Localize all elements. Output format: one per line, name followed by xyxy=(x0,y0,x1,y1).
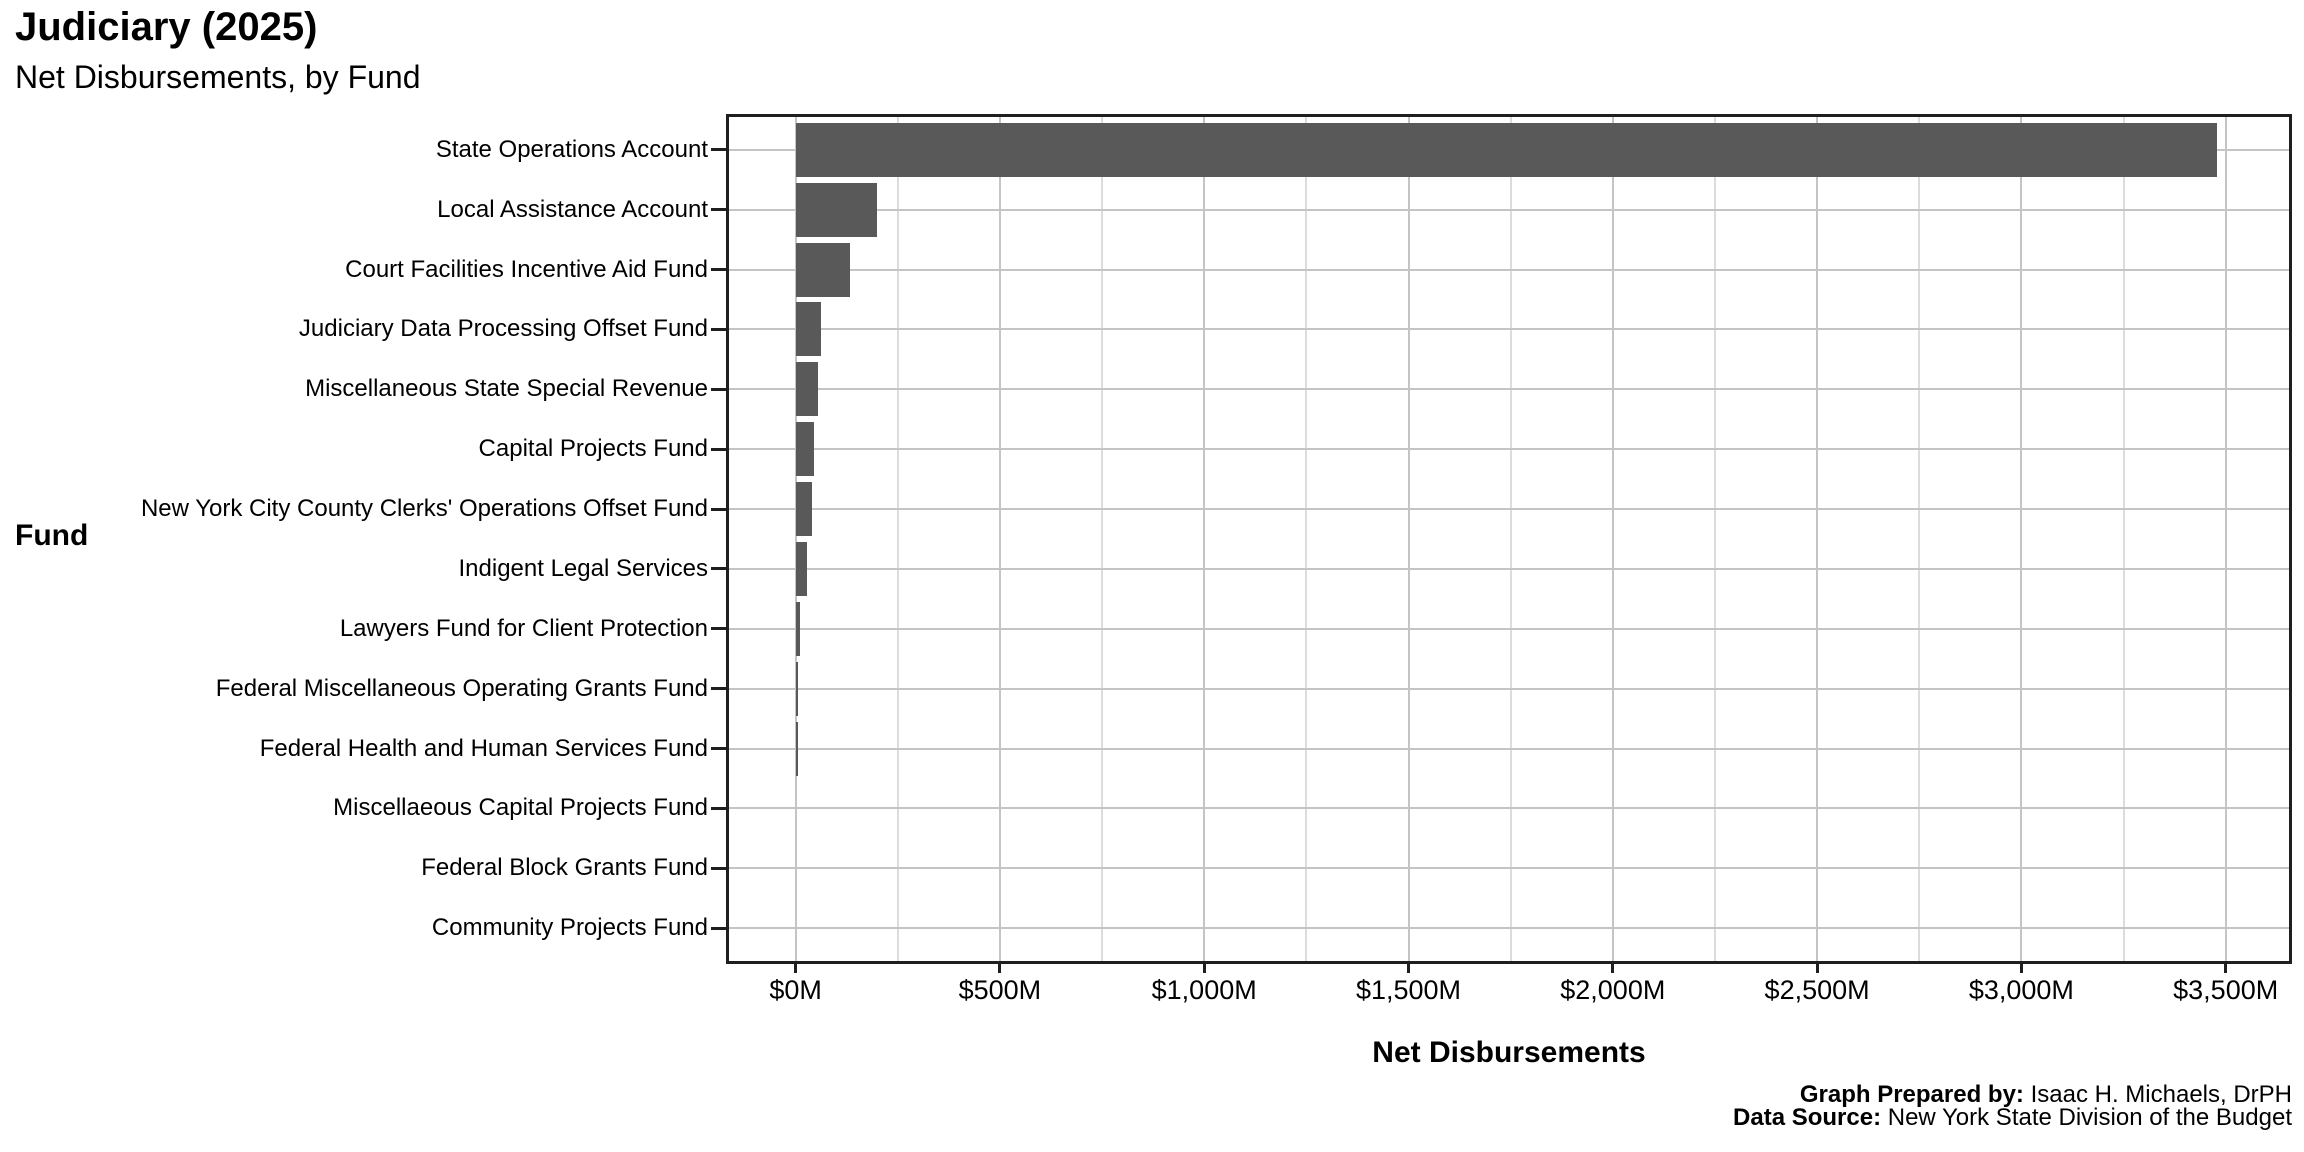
y-axis-tick xyxy=(711,387,726,391)
y-axis-label: Federal Miscellaneous Operating Grants F… xyxy=(215,674,708,702)
gridline-horizontal-major xyxy=(726,687,2292,690)
bar xyxy=(795,302,822,357)
bar xyxy=(795,422,815,477)
x-axis-tick xyxy=(998,964,1002,973)
gridline-horizontal-major xyxy=(726,448,2292,451)
chart-title: Judiciary (2025) xyxy=(15,5,318,49)
bar xyxy=(795,362,819,417)
gridline-vertical-minor xyxy=(896,114,899,964)
y-axis-tick xyxy=(711,747,726,750)
x-axis-tick xyxy=(2224,964,2228,973)
gridline-horizontal-major xyxy=(726,388,2292,391)
gridline-vertical-minor xyxy=(1713,114,1716,964)
caption-prepared-by-value: Isaac H. Michaels, DrPH xyxy=(2030,1081,2292,1108)
x-axis-tick-label: $1,000M xyxy=(1151,975,1257,1005)
y-axis-label: Local Assistance Account xyxy=(437,195,708,223)
caption-prepared-by: Graph Prepared by: Isaac H. Michaels, Dr… xyxy=(1733,1081,2292,1108)
y-axis-tick xyxy=(711,567,726,571)
gridline-vertical-minor xyxy=(2122,114,2125,964)
y-axis-label: State Operations Account xyxy=(435,135,708,163)
bar xyxy=(795,601,801,656)
gridline-horizontal-major xyxy=(726,328,2292,331)
gridline-vertical-major xyxy=(1816,114,1819,964)
y-axis-tick xyxy=(711,268,726,272)
x-axis-tick xyxy=(2019,964,2023,973)
x-axis-title: Net Disbursements xyxy=(1372,1036,1646,1069)
gridline-horizontal-major xyxy=(726,627,2292,630)
gridline-horizontal-major xyxy=(726,268,2292,271)
bar xyxy=(795,122,2217,177)
y-axis-label: Community Projects Fund xyxy=(431,914,708,942)
x-axis-tick-label: $1,500M xyxy=(1355,975,1462,1005)
x-axis-tick-label: $2,000M xyxy=(1560,975,1666,1005)
y-axis-tick xyxy=(711,208,726,212)
bar xyxy=(795,182,878,237)
y-axis-label: Indigent Legal Services xyxy=(458,554,709,582)
bar xyxy=(795,242,850,297)
x-axis-tick-label: $3,500M xyxy=(2173,975,2279,1005)
chart-subtitle: Net Disbursements, by Fund xyxy=(15,59,421,95)
gridline-vertical-major xyxy=(998,114,1001,964)
x-axis-tick-label: $3,000M xyxy=(1968,975,2074,1005)
y-axis-tick xyxy=(711,627,726,631)
x-axis-tick xyxy=(1202,964,1206,973)
y-axis-tick xyxy=(711,806,726,810)
y-axis-label: Lawyers Fund for Client Protection xyxy=(339,614,708,642)
plot-panel xyxy=(726,114,2292,964)
gridline-horizontal-major xyxy=(726,807,2292,810)
y-axis-tick xyxy=(711,148,726,152)
x-axis-tick xyxy=(1611,964,1615,973)
gridline-horizontal-major xyxy=(726,208,2292,211)
y-axis-title: Fund xyxy=(15,519,89,552)
gridline-vertical-major xyxy=(2020,114,2023,964)
gridline-horizontal-major xyxy=(726,867,2292,870)
gridline-horizontal-major xyxy=(726,747,2292,750)
gridline-vertical-major xyxy=(794,114,797,964)
x-axis-tick xyxy=(1407,964,1410,973)
y-axis-label: Court Facilities Incentive Aid Fund xyxy=(345,255,708,283)
caption-data-source: Data Source: New York State Division of … xyxy=(1733,1104,2292,1131)
y-axis-label: Federal Block Grants Fund xyxy=(421,854,708,882)
y-axis-tick xyxy=(711,866,726,870)
gridline-vertical-minor xyxy=(1509,114,1512,964)
caption-data-source-value: New York State Division of the Budget xyxy=(1887,1104,2292,1131)
gridline-horizontal-major xyxy=(726,508,2292,511)
x-axis-tick-label: $500M xyxy=(958,975,1042,1005)
y-axis-label: Miscellaeous Capital Projects Fund xyxy=(333,794,708,822)
caption: Graph Prepared by: Isaac H. Michaels, Dr… xyxy=(1733,1081,2292,1131)
caption-prepared-by-label: Graph Prepared by: xyxy=(1799,1081,2024,1108)
y-axis-label: Capital Projects Fund xyxy=(478,435,708,463)
caption-data-source-label: Data Source: xyxy=(1733,1104,1882,1131)
gridline-vertical-major xyxy=(1203,114,1206,964)
gridline-horizontal-major xyxy=(726,567,2292,570)
y-axis-tick xyxy=(711,507,726,511)
bar xyxy=(795,721,799,776)
gridline-vertical-major xyxy=(2224,114,2227,964)
y-axis-label: Judiciary Data Processing Offset Fund xyxy=(298,315,708,343)
x-axis-tick xyxy=(794,964,798,973)
x-axis-tick xyxy=(1815,964,1819,973)
x-axis-tick-label: $2,500M xyxy=(1764,975,1870,1005)
y-axis-tick xyxy=(711,327,726,331)
bar xyxy=(795,661,799,716)
y-axis-label: Federal Health and Human Services Fund xyxy=(259,734,708,762)
bar xyxy=(795,482,813,537)
bar xyxy=(795,541,808,596)
y-axis-tick xyxy=(711,447,726,451)
y-axis-label: New York City County Clerks' Operations … xyxy=(140,495,708,523)
gridline-vertical-minor xyxy=(1305,114,1308,964)
gridline-horizontal-major xyxy=(726,927,2292,930)
x-axis-tick-label: $0M xyxy=(769,975,822,1005)
gridline-vertical-major xyxy=(1611,114,1614,964)
gridline-vertical-minor xyxy=(1101,114,1104,964)
y-axis-tick xyxy=(711,926,726,930)
y-axis-label: Miscellaneous State Special Revenue xyxy=(305,375,708,403)
y-axis-tick xyxy=(711,687,726,691)
gridline-vertical-major xyxy=(1407,114,1410,964)
gridline-vertical-minor xyxy=(1918,114,1921,964)
